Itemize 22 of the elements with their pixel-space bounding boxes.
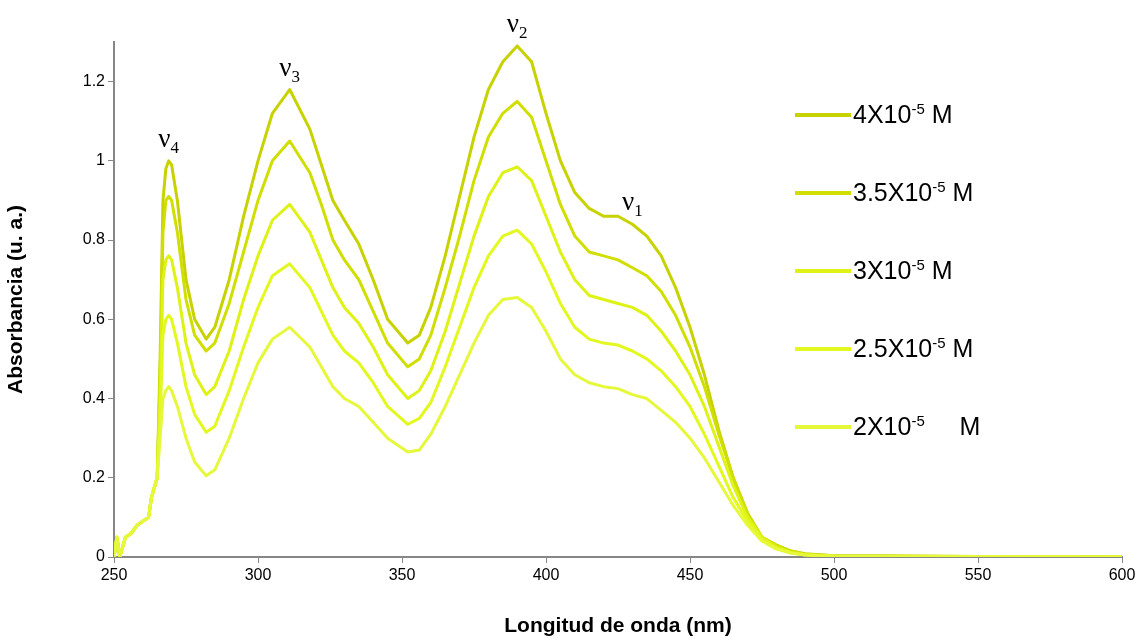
y-tick-label: 0.6	[82, 309, 106, 327]
legend-label: 2.5X10$^{-5}$ M	[853, 334, 974, 364]
legend-label: 4X10$^{-5}$ M	[853, 100, 953, 130]
x-tick-label: 400	[532, 566, 560, 584]
x-tick-label: 600	[1108, 566, 1136, 584]
x-tick-label: 250	[100, 566, 128, 584]
x-tick-label: 550	[964, 566, 992, 584]
y-tick-label: 0.2	[82, 468, 106, 486]
y-tick-label: 0	[96, 547, 106, 565]
y-tick-label: 1	[96, 151, 106, 169]
legend-label: 3X10$^{-5}$ M	[853, 256, 953, 286]
y-tick-label: 0.8	[82, 230, 106, 248]
text: 2X10$^{-5}$ M	[853, 412, 981, 441]
x-tick-label: 450	[676, 566, 704, 584]
legend-label: 3.5X10$^{-5}$ M	[853, 178, 974, 208]
x-axis-title: Longitud de onda (nm)	[504, 613, 732, 637]
x-tick-label: 500	[820, 566, 848, 584]
x-tick-label: 300	[244, 566, 272, 584]
y-axis-title: Absorbancia (u. a.)	[3, 204, 27, 395]
x-tick-label: 350	[388, 566, 416, 584]
y-tick-label: 1.2	[82, 72, 106, 90]
y-tick-label: 0.4	[82, 388, 106, 406]
